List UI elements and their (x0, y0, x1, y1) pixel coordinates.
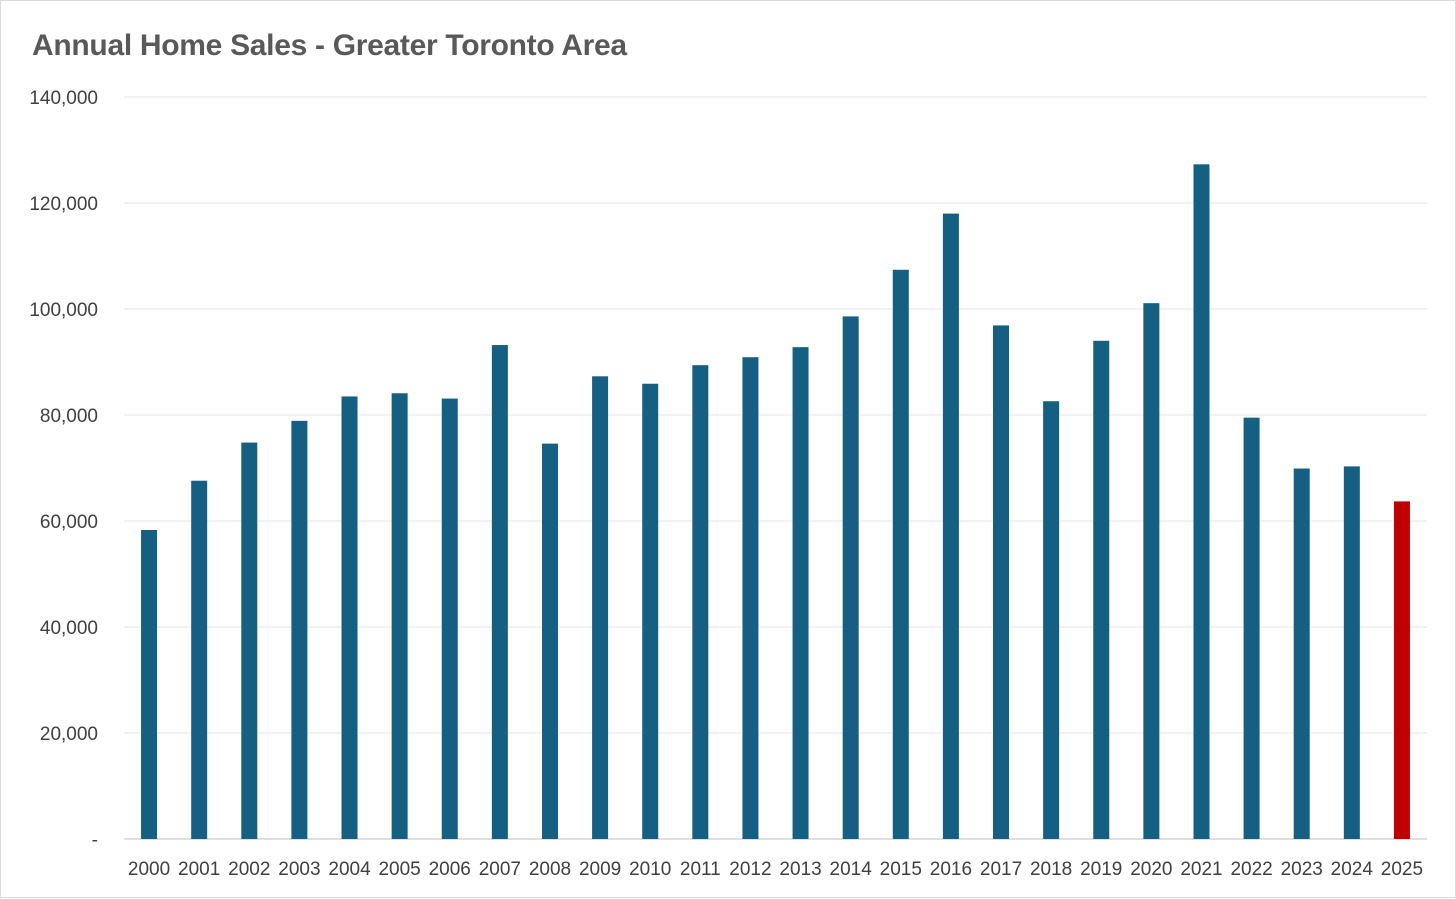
x-tick-label: 2023 (1281, 859, 1323, 880)
y-axis-labels: - 20,000 40,000 60,000 80,000 100,000 120,000 1… (29, 88, 98, 851)
y-tick-label: 80,000 (40, 406, 98, 427)
x-tick-label: 2012 (729, 859, 771, 880)
bar-2014 (842, 316, 859, 839)
bar-2011 (692, 365, 709, 839)
x-tick-label: 2010 (629, 859, 671, 880)
bar-2021 (1193, 164, 1210, 839)
x-axis-labels: 2000 2001 2002 2003 2004 2005 2006 2007 2008 2009… (128, 859, 1423, 880)
x-tick-label: 2004 (328, 859, 371, 880)
bar-2015 (892, 269, 909, 839)
bar-2010 (642, 383, 659, 839)
y-tick-label: 100,000 (29, 300, 98, 321)
y-tick-label: 140,000 (29, 88, 98, 109)
bar-2017 (993, 325, 1010, 839)
x-tick-label: 2011 (680, 859, 721, 880)
x-tick-label: 2003 (278, 859, 320, 880)
bar-2002 (241, 442, 258, 839)
bars (141, 164, 1410, 840)
gridlines (124, 96, 1427, 840)
x-tick-label: 2021 (1180, 859, 1222, 880)
bar-2004 (341, 396, 358, 839)
bar-2012 (742, 357, 759, 839)
bar-2019 (1093, 340, 1110, 839)
bar-2016 (942, 213, 959, 840)
x-tick-label: 2022 (1230, 859, 1272, 880)
x-tick-label: 2005 (378, 859, 420, 880)
bar-2003 (291, 420, 308, 839)
x-tick-label: 2002 (228, 859, 270, 880)
chart-title: Annual Home Sales - Greater Toronto Area (32, 29, 627, 62)
x-tick-label: 2008 (529, 859, 571, 880)
x-tick-label: 2006 (429, 859, 471, 880)
x-tick-label: 2015 (880, 859, 922, 880)
y-tick-label: 20,000 (40, 724, 98, 745)
x-tick-label: 2020 (1130, 859, 1172, 880)
y-tick-label: 40,000 (40, 618, 98, 639)
bar-2001 (191, 480, 208, 839)
bar-2013 (792, 347, 809, 839)
bar-2025 (1393, 501, 1410, 839)
bar-2023 (1293, 468, 1310, 839)
x-tick-label: 2001 (178, 859, 220, 880)
x-tick-label: 2014 (830, 859, 873, 880)
bar-2020 (1143, 303, 1160, 839)
x-tick-label: 2000 (128, 859, 170, 880)
x-tick-label: 2007 (479, 859, 521, 880)
bar-2018 (1043, 401, 1060, 839)
bar-2000 (141, 530, 158, 839)
y-tick-label: 120,000 (29, 194, 98, 215)
x-tick-label: 2013 (779, 859, 821, 880)
x-tick-label: 2025 (1381, 859, 1423, 880)
x-tick-label: 2019 (1080, 859, 1122, 880)
bar-2009 (592, 376, 609, 839)
x-tick-label: 2017 (980, 859, 1022, 880)
x-tick-label: 2024 (1331, 859, 1374, 880)
y-tick-label: 60,000 (40, 512, 98, 533)
bar-2005 (391, 393, 408, 839)
bar-2022 (1243, 417, 1260, 839)
bar-2006 (441, 398, 458, 839)
bar-2007 (491, 345, 508, 839)
bar-2008 (541, 443, 558, 839)
x-tick-label: 2016 (930, 859, 972, 880)
x-tick-label: 2018 (1030, 859, 1072, 880)
y-tick-label: - (92, 830, 98, 851)
x-tick-label: 2009 (579, 859, 621, 880)
bar-2024 (1343, 466, 1360, 839)
